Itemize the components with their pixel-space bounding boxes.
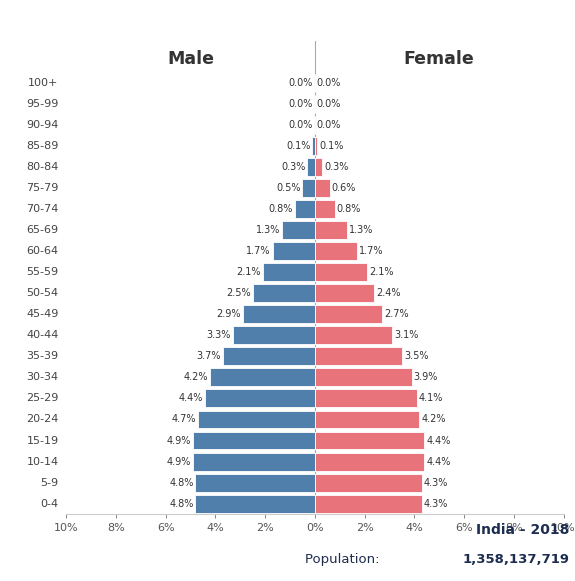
Text: 0.0%: 0.0%: [289, 120, 313, 130]
Text: 4.3%: 4.3%: [424, 498, 448, 508]
Bar: [205, 389, 315, 407]
Text: 0.3%: 0.3%: [324, 162, 348, 172]
Bar: [315, 242, 357, 260]
Text: 4.4%: 4.4%: [179, 393, 204, 403]
Text: 1,358,137,719: 1,358,137,719: [462, 554, 569, 566]
Text: 4.9%: 4.9%: [167, 436, 191, 446]
Bar: [210, 368, 315, 386]
Bar: [315, 494, 421, 512]
Bar: [315, 284, 374, 302]
Bar: [315, 263, 367, 281]
Bar: [282, 221, 315, 239]
Text: 1.7%: 1.7%: [246, 246, 271, 256]
Bar: [252, 284, 315, 302]
Bar: [315, 411, 419, 428]
Text: 3.1%: 3.1%: [394, 331, 418, 340]
Text: 2.9%: 2.9%: [216, 309, 241, 319]
Bar: [315, 221, 347, 239]
Text: 2.1%: 2.1%: [236, 267, 260, 277]
Bar: [198, 411, 315, 428]
Bar: [243, 305, 315, 323]
Bar: [315, 347, 402, 365]
Text: India - 2018: India - 2018: [476, 523, 569, 537]
Bar: [315, 200, 335, 218]
Bar: [223, 347, 315, 365]
Text: 4.4%: 4.4%: [426, 436, 451, 446]
Bar: [315, 432, 424, 450]
Bar: [315, 305, 382, 323]
Bar: [315, 453, 424, 471]
Bar: [295, 200, 315, 218]
Text: 4.7%: 4.7%: [171, 414, 196, 425]
Text: 2.1%: 2.1%: [369, 267, 393, 277]
Bar: [193, 432, 315, 450]
Text: Female: Female: [404, 49, 474, 67]
Bar: [315, 137, 317, 155]
Text: 4.8%: 4.8%: [169, 498, 193, 508]
Bar: [233, 327, 315, 345]
Text: 0.0%: 0.0%: [317, 120, 341, 130]
Text: 3.5%: 3.5%: [404, 352, 428, 361]
Text: 1.3%: 1.3%: [256, 225, 281, 235]
Text: 4.4%: 4.4%: [426, 457, 451, 467]
Text: 0.0%: 0.0%: [317, 99, 341, 109]
Text: 0.3%: 0.3%: [281, 162, 305, 172]
Bar: [273, 242, 315, 260]
Text: 0.8%: 0.8%: [269, 204, 293, 214]
Text: 2.5%: 2.5%: [226, 288, 251, 298]
Text: 3.7%: 3.7%: [196, 352, 221, 361]
Text: 2.4%: 2.4%: [377, 288, 401, 298]
Bar: [315, 474, 421, 492]
Bar: [315, 327, 392, 345]
Bar: [193, 453, 315, 471]
Bar: [196, 474, 315, 492]
Text: 2.7%: 2.7%: [384, 309, 409, 319]
Bar: [302, 179, 315, 197]
Text: 0.1%: 0.1%: [319, 141, 344, 151]
Bar: [315, 368, 412, 386]
Text: 1.7%: 1.7%: [359, 246, 384, 256]
Text: 4.2%: 4.2%: [184, 372, 208, 382]
Bar: [315, 158, 322, 176]
Text: 0.0%: 0.0%: [317, 78, 341, 88]
Text: PopulationPyramid.net: PopulationPyramid.net: [21, 546, 201, 561]
Text: 0.0%: 0.0%: [289, 78, 313, 88]
Text: 4.3%: 4.3%: [424, 478, 448, 487]
Text: 0.0%: 0.0%: [289, 99, 313, 109]
Text: 3.3%: 3.3%: [206, 331, 231, 340]
Text: 0.5%: 0.5%: [276, 183, 300, 193]
Text: 0.8%: 0.8%: [337, 204, 361, 214]
Text: 1.3%: 1.3%: [349, 225, 374, 235]
Text: 0.1%: 0.1%: [286, 141, 310, 151]
Bar: [315, 179, 329, 197]
Text: 4.8%: 4.8%: [169, 478, 193, 487]
Bar: [315, 389, 417, 407]
Text: Male: Male: [167, 49, 214, 67]
Bar: [196, 494, 315, 512]
Bar: [263, 263, 315, 281]
Text: 4.2%: 4.2%: [421, 414, 446, 425]
Bar: [312, 137, 315, 155]
Text: 0.6%: 0.6%: [332, 183, 356, 193]
Text: 4.9%: 4.9%: [167, 457, 191, 467]
Bar: [308, 158, 315, 176]
Text: 4.1%: 4.1%: [419, 393, 443, 403]
Text: 3.9%: 3.9%: [414, 372, 438, 382]
Text: Population:: Population:: [305, 554, 384, 566]
